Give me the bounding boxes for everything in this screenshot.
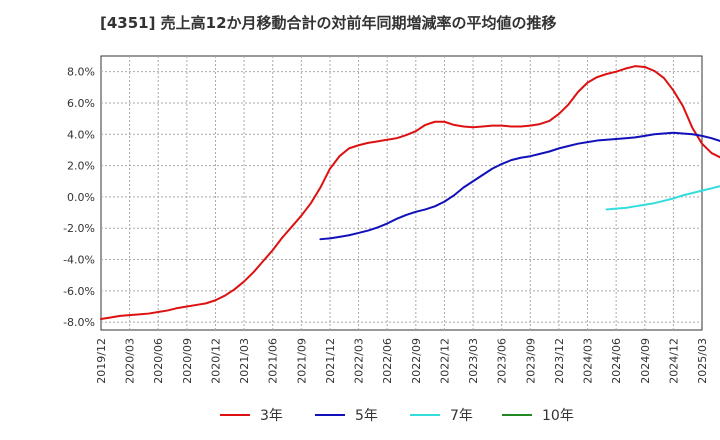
series-line: [605, 185, 720, 211]
y-tick-label: -8.0%: [63, 316, 95, 329]
y-tick-label: 4.0%: [67, 128, 95, 141]
x-tick-label: 2025/03: [696, 338, 709, 384]
chart-plot: -8.0% -6.0% -4.0% -2.0% 0.0% 2.0% 4.0% 6.0% 8.0%…: [63, 55, 720, 384]
x-tick-label: 2022/03: [353, 338, 366, 384]
y-tick-label: 0.0%: [67, 191, 95, 204]
x-tick-label: 2021/03: [238, 338, 251, 384]
x-tick-label: 2021/06: [267, 338, 280, 384]
x-tick-label: 2022/12: [438, 338, 451, 384]
y-axis-ticks: -8.0% -6.0% -4.0% -2.0% 0.0% 2.0% 4.0% 6.0% 8.0%: [63, 66, 95, 330]
legend-label: 3年: [260, 408, 283, 424]
x-tick-label: 2023/12: [553, 338, 566, 384]
x-tick-label: 2019/12: [95, 338, 108, 384]
x-tick-label: 2020/03: [124, 338, 137, 384]
x-tick-label: 2024/09: [639, 338, 652, 384]
legend: 3年 5年 7年 10年: [0, 402, 720, 428]
legend-item: 10年: [502, 402, 574, 428]
x-tick-label: 2023/03: [467, 338, 480, 384]
legend-item: 7年: [410, 402, 473, 428]
x-tick-label: 2020/09: [181, 338, 194, 384]
x-tick-label: 2024/03: [582, 338, 595, 384]
x-tick-label: 2022/09: [410, 338, 423, 384]
x-tick-label: 2020/06: [152, 338, 165, 384]
y-tick-label: 2.0%: [67, 160, 95, 173]
x-tick-label: 2020/12: [209, 338, 222, 384]
chart-title: [4351] 売上高12か月移動合計の対前年同期増減率の平均値の推移: [100, 14, 557, 32]
x-tick-label: 2024/06: [610, 338, 623, 384]
x-tick-label: 2023/09: [524, 338, 537, 384]
legend-swatch: [502, 414, 532, 416]
plot-area: [100, 55, 703, 331]
x-tick-label: 2023/06: [496, 338, 509, 384]
legend-swatch: [315, 414, 345, 416]
legend-label: 7年: [450, 408, 473, 424]
x-axis-ticks: 2019/12 2020/03 2020/06 2020/09 2020/12 2021/…: [95, 338, 709, 384]
x-tick-label: 2024/12: [667, 338, 680, 384]
grid-lines: [101, 56, 702, 330]
y-tick-label: -6.0%: [63, 285, 95, 298]
legend-item: 3年: [220, 402, 283, 428]
legend-item: 5年: [315, 402, 378, 428]
y-tick-label: -2.0%: [63, 222, 95, 235]
y-tick-label: -4.0%: [63, 254, 95, 267]
x-tick-label: 2021/12: [324, 338, 337, 384]
legend-label: 5年: [355, 408, 378, 424]
y-tick-label: 6.0%: [67, 97, 95, 110]
legend-swatch: [220, 414, 250, 416]
legend-swatch: [410, 414, 440, 416]
x-tick-label: 2022/06: [381, 338, 394, 384]
legend-label: 10年: [542, 408, 574, 424]
series-line: [100, 65, 720, 321]
x-tick-label: 2021/09: [295, 338, 308, 384]
series-line: [319, 131, 720, 241]
series-lines: [100, 65, 720, 321]
y-tick-label: 8.0%: [67, 66, 95, 79]
